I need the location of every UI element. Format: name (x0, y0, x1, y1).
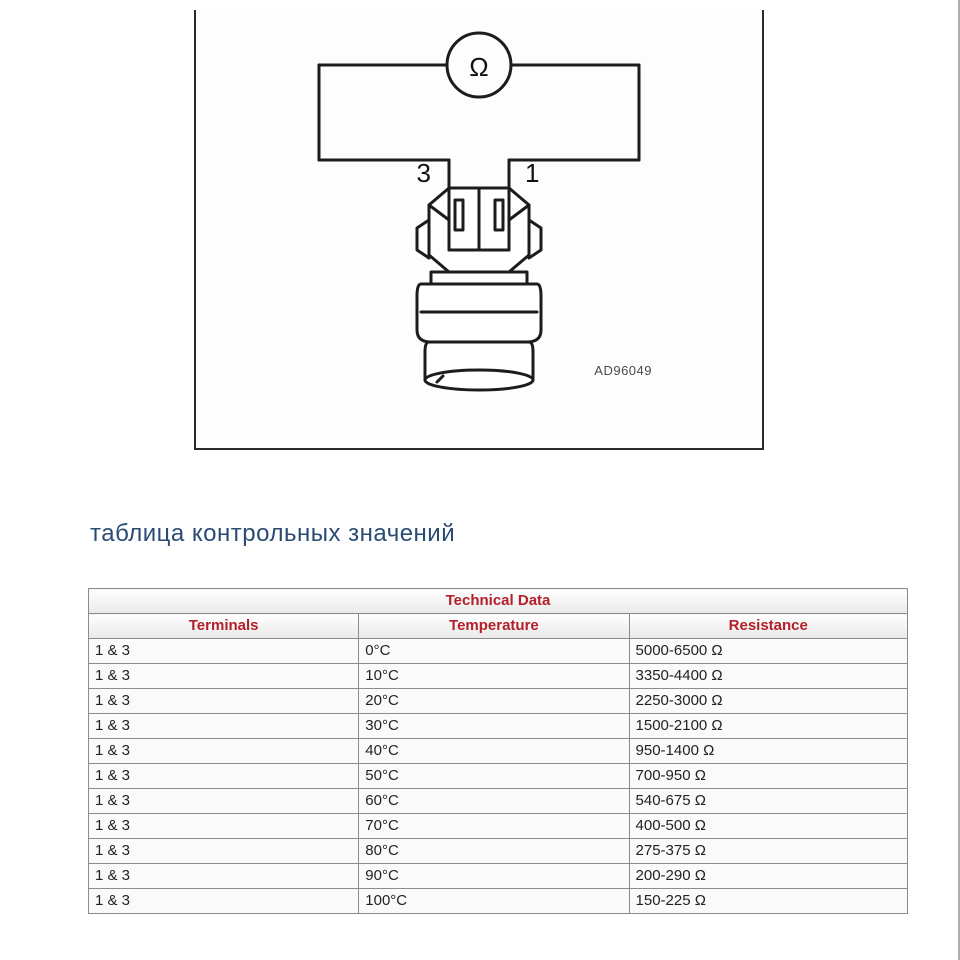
sensor-diagram: Ω 3 1 (199, 10, 759, 430)
cell-terminals: 1 & 3 (89, 664, 359, 689)
ohm-symbol: Ω (469, 52, 488, 82)
sensor-body (417, 272, 541, 390)
cell-temperature: 90°C (359, 864, 629, 889)
section-heading: таблица контрольных значений (90, 520, 918, 548)
cell-temperature: 60°C (359, 789, 629, 814)
table-row: 1 & 380°C275-375 Ω (89, 839, 908, 864)
cell-terminals: 1 & 3 (89, 889, 359, 914)
cell-terminals: 1 & 3 (89, 789, 359, 814)
cell-resistance: 400-500 Ω (629, 814, 907, 839)
cell-resistance: 5000-6500 Ω (629, 639, 907, 664)
diagram-reference-code: AD96049 (594, 363, 652, 378)
cell-temperature: 50°C (359, 764, 629, 789)
cell-resistance: 3350-4400 Ω (629, 664, 907, 689)
cell-temperature: 30°C (359, 714, 629, 739)
col-header-temperature: Temperature (359, 614, 629, 639)
sensor-diagram-frame: Ω 3 1 (194, 10, 764, 450)
col-header-resistance: Resistance (629, 614, 907, 639)
table-row: 1 & 370°C400-500 Ω (89, 814, 908, 839)
table-row: 1 & 3100°C150-225 Ω (89, 889, 908, 914)
pin-label-3: 3 (417, 158, 431, 188)
cell-temperature: 70°C (359, 814, 629, 839)
cell-terminals: 1 & 3 (89, 714, 359, 739)
connector-housing (417, 188, 541, 272)
cell-resistance: 275-375 Ω (629, 839, 907, 864)
cell-terminals: 1 & 3 (89, 764, 359, 789)
cell-resistance: 700-950 Ω (629, 764, 907, 789)
cell-resistance: 150-225 Ω (629, 889, 907, 914)
cell-terminals: 1 & 3 (89, 864, 359, 889)
table-row: 1 & 330°C1500-2100 Ω (89, 714, 908, 739)
cell-temperature: 0°C (359, 639, 629, 664)
table-row: 1 & 360°C540-675 Ω (89, 789, 908, 814)
cell-temperature: 40°C (359, 739, 629, 764)
pin-label-1: 1 (525, 158, 539, 188)
cell-resistance: 1500-2100 Ω (629, 714, 907, 739)
table-row: 1 & 340°C950-1400 Ω (89, 739, 908, 764)
table-title: Technical Data (89, 589, 908, 614)
table-row: 1 & 320°C2250-3000 Ω (89, 689, 908, 714)
cell-temperature: 10°C (359, 664, 629, 689)
cell-temperature: 100°C (359, 889, 629, 914)
cell-terminals: 1 & 3 (89, 839, 359, 864)
cell-resistance: 200-290 Ω (629, 864, 907, 889)
cell-terminals: 1 & 3 (89, 639, 359, 664)
technical-data-table: Technical Data Terminals Temperature Res… (88, 588, 908, 914)
table-row: 1 & 390°C200-290 Ω (89, 864, 908, 889)
table-title-row: Technical Data (89, 589, 908, 614)
cell-resistance: 540-675 Ω (629, 789, 907, 814)
table-row: 1 & 310°C3350-4400 Ω (89, 664, 908, 689)
cell-temperature: 20°C (359, 689, 629, 714)
cell-terminals: 1 & 3 (89, 739, 359, 764)
page-container: Ω 3 1 (0, 0, 960, 960)
cell-terminals: 1 & 3 (89, 814, 359, 839)
cell-temperature: 80°C (359, 839, 629, 864)
cell-terminals: 1 & 3 (89, 689, 359, 714)
col-header-terminals: Terminals (89, 614, 359, 639)
table-header-row: Terminals Temperature Resistance (89, 614, 908, 639)
cell-resistance: 950-1400 Ω (629, 739, 907, 764)
table-row: 1 & 350°C700-950 Ω (89, 764, 908, 789)
table-row: 1 & 30°C5000-6500 Ω (89, 639, 908, 664)
cell-resistance: 2250-3000 Ω (629, 689, 907, 714)
